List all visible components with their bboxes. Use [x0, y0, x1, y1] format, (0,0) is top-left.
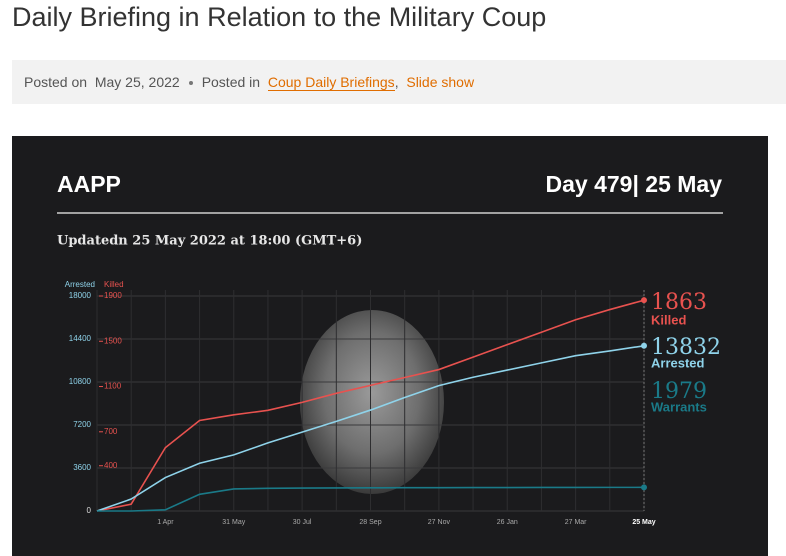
series-line [96, 299, 645, 512]
series-line [97, 486, 645, 512]
grid-band [301, 290, 303, 511]
posted-in-label: Posted in [201, 74, 261, 90]
y2-tick-label: 400 [104, 461, 118, 470]
x-tick-label: 30 Jul [293, 519, 312, 526]
grid-band [96, 290, 98, 511]
series-label: Killed [651, 312, 686, 327]
grid-band [199, 290, 201, 511]
post-title: Daily Briefing in Relation to the Milita… [12, 2, 547, 32]
grid-band [540, 290, 542, 511]
end-point [641, 342, 647, 349]
y-tick-label: 7200 [73, 420, 91, 429]
grid-band [233, 290, 235, 511]
post-date[interactable]: May 25, 2022 [94, 74, 180, 90]
y2-tick-label: 1500 [104, 336, 122, 345]
grid-band [130, 290, 132, 511]
end-value-label: 13832 [651, 335, 721, 360]
x-tick-label: 31 May [222, 519, 245, 526]
axis-header: Arrested [65, 280, 95, 289]
grid-band [335, 290, 337, 511]
series-label: Arrested [651, 355, 705, 370]
grid-band [370, 290, 371, 511]
y-tick-label: 3600 [73, 463, 91, 472]
y2-tick-label: 1900 [104, 291, 122, 300]
y2-tick-label: 1100 [104, 382, 122, 391]
y-tick-label: 10800 [69, 377, 92, 386]
y-tick-label: 14400 [69, 334, 92, 343]
grid-band [404, 290, 406, 511]
end-point [641, 484, 647, 491]
y2-tick-label: 700 [104, 427, 118, 436]
end-value-label: 1979 [651, 379, 707, 404]
portrait-photo [300, 310, 444, 494]
series-line [96, 344, 645, 512]
chart-subtitle: Day 479| 25 May [546, 171, 723, 197]
grid-band [438, 290, 440, 511]
x-tick-label: 1 Apr [157, 519, 174, 526]
end-value-label: 1863 [651, 290, 707, 315]
updated-note: Updatedn 25 May 2022 at 18:00 (GMT+6) [57, 234, 362, 249]
grid-band [506, 290, 508, 511]
chart-title: AAPP [57, 171, 121, 197]
separator: , [394, 74, 399, 90]
axis-header: Killed [104, 280, 124, 289]
category-link[interactable]: Coup Daily Briefings [267, 74, 395, 91]
grid-band [643, 290, 645, 511]
bullet [188, 81, 193, 86]
end-point [641, 297, 647, 304]
grid-band [267, 290, 269, 511]
y-tick-label: 0 [87, 506, 92, 515]
y-tick-label: 18000 [69, 291, 92, 300]
series-label: Warrants [651, 399, 707, 414]
x-tick-label: 27 Nov [428, 519, 451, 526]
x-tick-label: 25 May [632, 519, 655, 526]
x-tick-label: 27 Mar [565, 519, 587, 526]
x-tick-label: 28 Sep [359, 519, 381, 526]
grid-band [575, 290, 577, 511]
post-meta: Posted on May 25, 2022 Posted in Coup Dai… [12, 60, 786, 104]
category-link[interactable]: Slide show [406, 74, 475, 90]
grid-band [164, 290, 166, 511]
x-tick-label: 26 Jan [497, 519, 518, 526]
grid-band [609, 290, 611, 511]
posted-on-label: Posted on [24, 74, 88, 90]
grid-band [472, 290, 474, 511]
